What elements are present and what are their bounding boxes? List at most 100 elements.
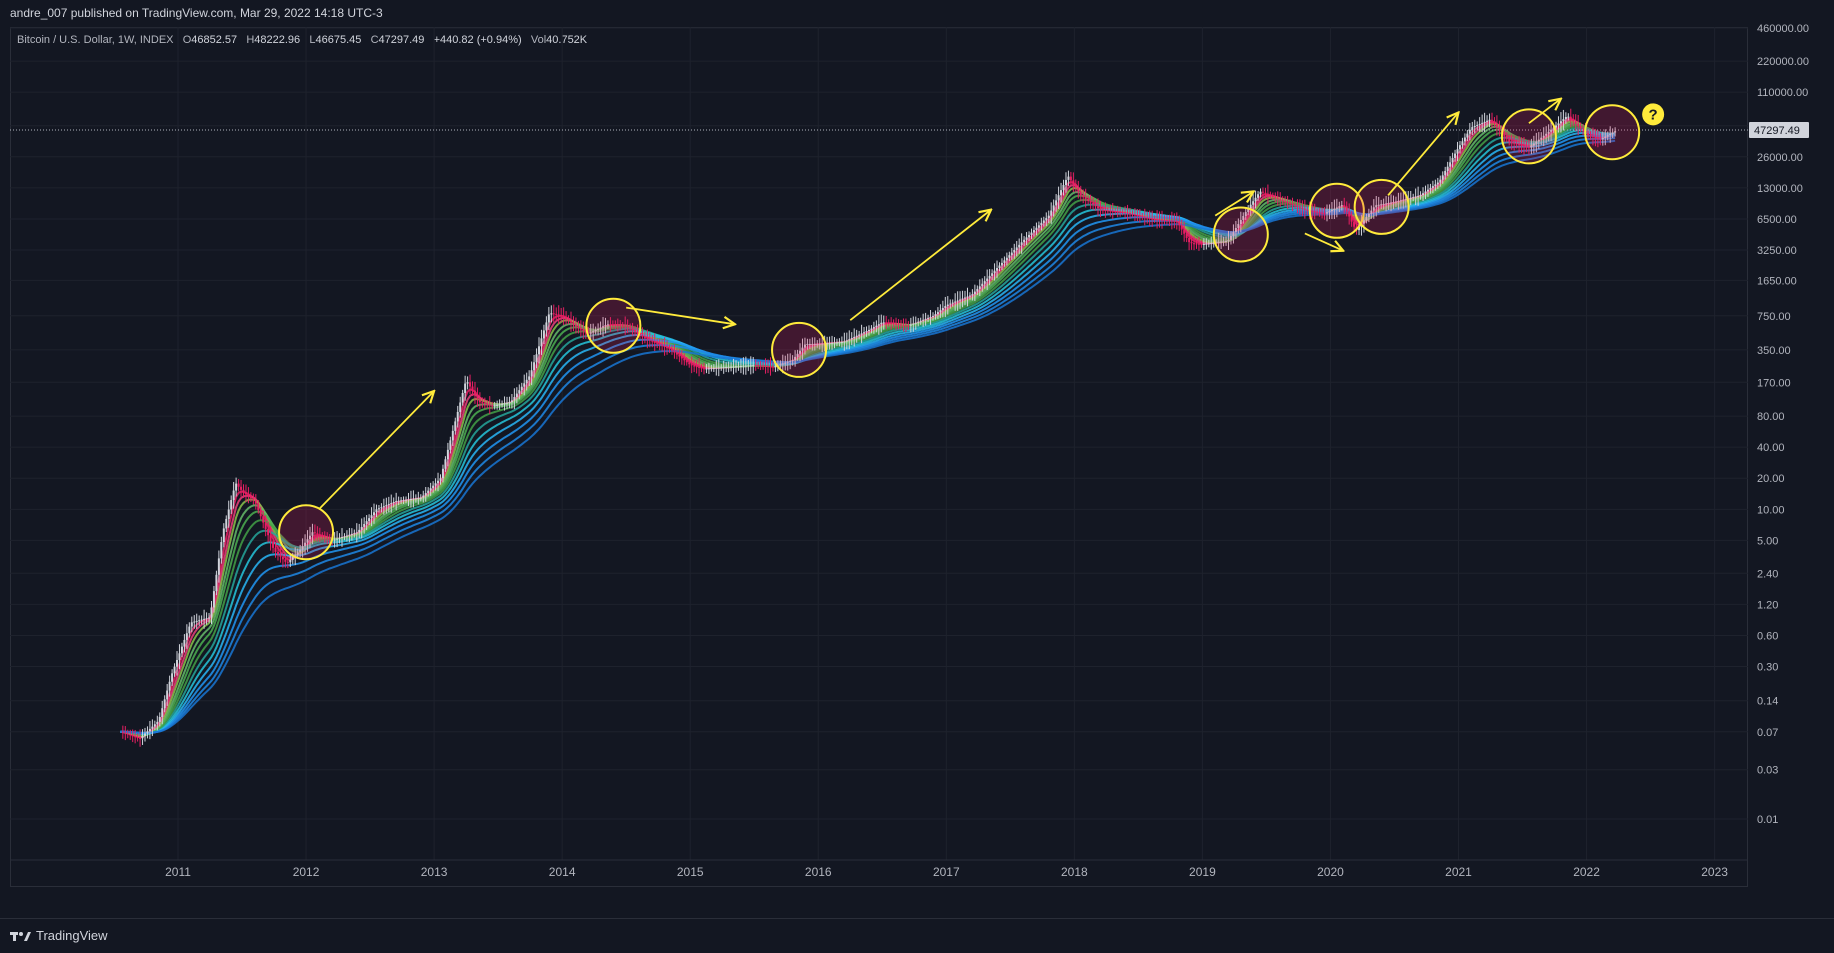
candle-body	[158, 716, 161, 722]
y-tick-label: 0.03	[1757, 765, 1778, 777]
candle-body	[993, 270, 996, 274]
candle-body	[828, 342, 831, 344]
candle-body	[308, 535, 311, 540]
candle-body	[1057, 195, 1060, 201]
annotation-circle	[278, 504, 335, 561]
candle-body	[1116, 211, 1119, 213]
candle-body	[1055, 200, 1058, 206]
candle-body	[385, 505, 388, 507]
candle-body	[695, 366, 698, 368]
candle-body	[973, 291, 976, 295]
candle-body	[555, 313, 558, 315]
candle-body	[424, 493, 427, 496]
candle-body	[1175, 220, 1178, 222]
candle-body	[1129, 213, 1132, 215]
candle-body	[877, 324, 880, 326]
high-value: 48222.96	[254, 34, 301, 46]
candle-body	[1311, 210, 1314, 212]
candle-body	[742, 365, 745, 367]
candle-body	[242, 489, 245, 493]
candle-body	[801, 347, 804, 351]
candle-body	[998, 265, 1001, 269]
candle-body	[1133, 214, 1136, 216]
candle-body	[131, 735, 134, 737]
candle-body	[1375, 205, 1378, 208]
candle-body	[1587, 133, 1590, 135]
y-tick-label: 40.00	[1757, 442, 1785, 454]
candle-body	[863, 332, 866, 334]
candle-body	[345, 535, 348, 537]
candle-body	[1481, 122, 1484, 124]
candle-body	[1084, 197, 1087, 200]
candle-body	[505, 402, 508, 404]
candle-body	[688, 362, 691, 365]
candle-body	[685, 360, 688, 363]
candle-body	[1138, 215, 1141, 217]
candle-body	[217, 558, 220, 575]
candle-body	[771, 366, 774, 368]
candle-body	[680, 356, 683, 359]
candle-body	[1530, 145, 1533, 148]
candle-body	[1402, 199, 1405, 201]
candle-body	[1131, 213, 1134, 215]
x-tick-label: 2023	[1701, 865, 1728, 879]
x-tick-label: 2018	[1061, 865, 1088, 879]
candle-body	[180, 646, 183, 654]
candle-body	[594, 329, 597, 332]
candle-body	[1547, 131, 1550, 134]
candle-body	[1207, 243, 1210, 245]
candle-body	[867, 329, 870, 332]
candle-body	[1185, 233, 1188, 238]
candle-body	[1158, 219, 1161, 221]
candle-body	[1476, 124, 1479, 127]
candle-body	[887, 322, 890, 324]
candle-body	[616, 324, 619, 326]
candle-body	[1269, 194, 1272, 196]
candle-body	[730, 366, 733, 368]
candle-body	[528, 376, 531, 380]
candle-body	[698, 366, 701, 368]
candle-body	[796, 353, 799, 357]
candle-body	[230, 500, 233, 510]
candle-body	[1074, 184, 1077, 188]
candle-body	[368, 518, 371, 522]
candle-body	[1156, 219, 1159, 221]
candle-body	[198, 620, 201, 622]
candle-body	[486, 403, 489, 405]
candle-body	[269, 535, 272, 542]
candle-body	[1005, 257, 1008, 261]
candle-body	[1227, 239, 1230, 241]
candle-body	[530, 370, 533, 377]
candle-body	[1540, 137, 1543, 140]
candle-body	[1064, 179, 1067, 186]
candle-body	[144, 733, 147, 736]
candle-body	[1099, 208, 1102, 210]
candle-body	[1259, 191, 1262, 195]
candle-body	[1335, 207, 1338, 209]
candle-body	[577, 326, 580, 328]
candle-body	[1244, 212, 1247, 217]
candle-body	[1143, 216, 1146, 218]
x-tick-label: 2020	[1317, 865, 1344, 879]
candle-body	[882, 322, 885, 324]
candle-body	[249, 496, 252, 499]
candle-body	[503, 403, 506, 405]
candle-body	[902, 324, 905, 326]
candle-body	[806, 343, 809, 345]
candle-body	[1532, 143, 1535, 146]
candle-body	[562, 315, 565, 317]
candle-body	[432, 485, 435, 489]
candle-body	[1559, 121, 1562, 124]
candle-body	[397, 500, 400, 502]
candle-body	[1257, 194, 1260, 198]
candle-body	[1589, 134, 1592, 136]
candle-body	[1153, 219, 1156, 221]
x-tick-label: 2017	[933, 865, 960, 879]
candle-body	[715, 367, 718, 369]
candle-body	[377, 508, 380, 510]
candle-body	[700, 367, 703, 369]
candle-body	[1148, 217, 1151, 219]
candle-body	[899, 324, 902, 326]
tradingview-logo[interactable]: TradingView	[10, 928, 108, 943]
